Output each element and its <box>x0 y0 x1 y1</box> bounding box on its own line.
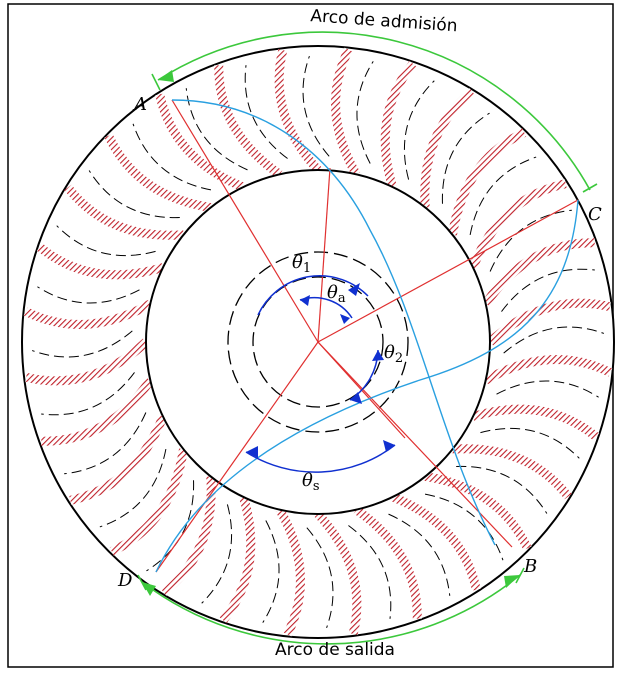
angle-subscript: 2 <box>395 351 403 366</box>
arc-label: Arco de salida <box>275 640 395 660</box>
angle-subscript: s <box>313 479 320 494</box>
angle-subscript: 1 <box>303 261 311 276</box>
diagram: Arco de admisión Arco de salida A B C D … <box>0 0 620 675</box>
angle-symbol: θ <box>292 252 303 273</box>
point-label: C <box>588 204 602 225</box>
angle-symbol: θ <box>327 282 338 303</box>
point-label: D <box>117 570 133 591</box>
angle-symbol: θ <box>302 470 313 491</box>
angle-subscript: a <box>338 291 346 306</box>
angle-symbol: θ <box>384 342 395 363</box>
point-label: A <box>132 94 147 115</box>
point-label: B <box>523 556 537 577</box>
